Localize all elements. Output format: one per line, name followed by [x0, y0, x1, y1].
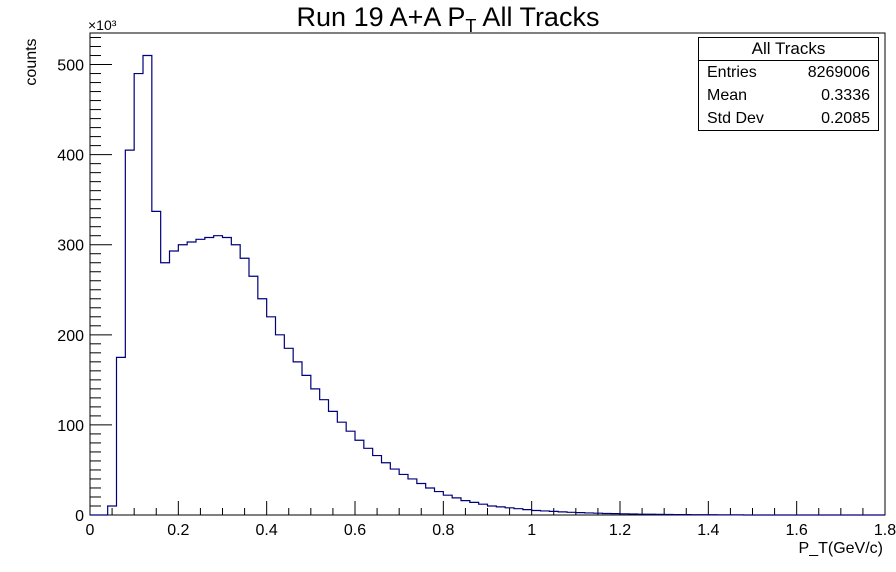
x-axis: 0 0.2 0.4 0.6 0.8 1 1.2 1.4 1.6 1.8 [86, 501, 896, 539]
x-tick-label: 1.8 [874, 522, 896, 539]
y-tick-label: 400 [57, 148, 84, 165]
stats-title: All Tracks [699, 38, 878, 61]
stats-row-entries: Entries 8269006 [707, 64, 870, 81]
chart-title: Run 19 A+A PT All Tracks [296, 2, 600, 36]
x-tick-label: 1 [527, 522, 536, 539]
x-tick-label: 1.6 [786, 522, 808, 539]
x-tick-label: 0.2 [167, 522, 189, 539]
y-tick-label: 500 [57, 58, 84, 75]
histogram-series [90, 54, 885, 516]
stats-box: All Tracks Entries 8269006 Mean 0.3336 Std… [698, 37, 879, 131]
x-tick-label: 0 [86, 522, 95, 539]
stats-row-stddev: Std Dev 0.2085 [707, 110, 870, 127]
x-tick-label: 1.4 [697, 522, 719, 539]
y-exponent-label: ×10³ [88, 17, 117, 33]
x-tick-label: 0.4 [256, 522, 278, 539]
y-tick-label: 200 [57, 328, 84, 345]
x-axis-label: P_T(GeV/c) [799, 540, 883, 557]
y-tick-label: 0 [75, 508, 84, 525]
x-tick-label: 0.6 [344, 522, 366, 539]
stats-row-mean: Mean 0.3336 [707, 87, 870, 104]
y-tick-label: 300 [57, 238, 84, 255]
y-axis-label: counts [23, 38, 40, 85]
y-axis: 0 100 200 300 400 500 [57, 37, 112, 525]
y-tick-label: 100 [57, 418, 84, 435]
x-tick-label: 1.2 [609, 522, 631, 539]
x-tick-label: 0.8 [432, 522, 454, 539]
